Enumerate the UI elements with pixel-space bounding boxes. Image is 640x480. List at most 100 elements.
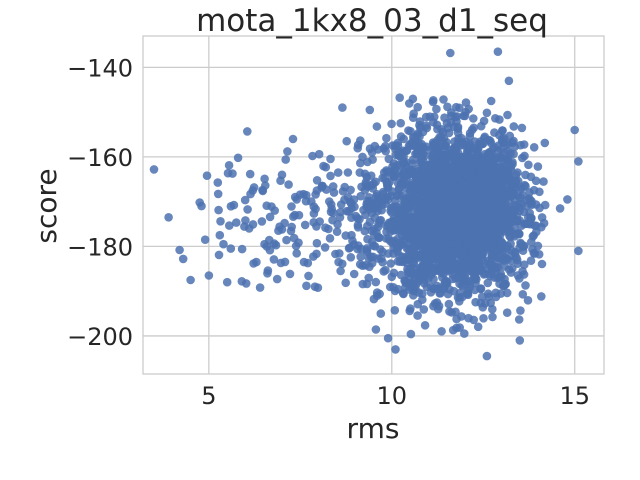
data-point [514, 315, 524, 324]
data-point [336, 200, 346, 209]
data-point [470, 285, 480, 295]
data-point [418, 289, 427, 299]
data-point [314, 149, 324, 159]
data-point [325, 197, 334, 206]
data-point [363, 234, 372, 244]
data-point [258, 185, 267, 195]
data-point [428, 267, 437, 277]
data-point [386, 224, 396, 233]
data-point [333, 168, 343, 177]
data-point [421, 188, 430, 197]
data-point [461, 265, 471, 275]
data-point [353, 140, 363, 150]
data-point [418, 164, 428, 173]
data-point [457, 205, 467, 214]
data-point [420, 321, 430, 330]
data-point [408, 94, 418, 104]
data-point [394, 150, 403, 159]
data-point [309, 218, 319, 227]
y-tick-label: −160 [67, 144, 133, 172]
data-point [237, 244, 247, 254]
data-point [503, 154, 513, 163]
data-point [381, 141, 390, 151]
data-point [404, 250, 414, 259]
data-point [245, 169, 255, 179]
data-point [406, 304, 415, 313]
data-point [229, 200, 239, 210]
data-point [326, 154, 335, 164]
data-point [382, 166, 391, 175]
data-point [426, 282, 436, 292]
data-point [465, 231, 475, 241]
data-point [486, 148, 496, 158]
data-point [367, 226, 377, 235]
data-point [439, 95, 448, 104]
data-point [437, 327, 446, 336]
data-point [233, 153, 243, 163]
data-point [370, 242, 380, 251]
data-point [434, 223, 443, 232]
data-point [381, 234, 391, 243]
data-point [349, 269, 359, 279]
y-tick-label: −200 [67, 323, 133, 351]
data-point [503, 224, 513, 233]
data-point [533, 241, 543, 251]
data-point [197, 201, 206, 211]
data-point [331, 249, 340, 259]
data-point [403, 264, 412, 274]
data-point [473, 206, 483, 216]
plot-frame [142, 35, 605, 375]
data-point [262, 201, 272, 210]
data-point [502, 288, 512, 298]
data-point [497, 152, 506, 162]
data-point [457, 280, 467, 290]
data-point [318, 181, 327, 191]
data-point [421, 112, 431, 122]
data-point [292, 195, 302, 204]
data-point [475, 174, 484, 184]
data-point [289, 212, 298, 221]
data-point [309, 209, 319, 218]
data-point [510, 247, 520, 257]
data-point [491, 172, 501, 182]
data-point [358, 152, 367, 162]
data-point [257, 217, 267, 226]
data-point [426, 173, 436, 183]
data-point [390, 306, 400, 315]
data-point [528, 232, 538, 241]
data-point [401, 282, 410, 292]
data-point [491, 288, 501, 298]
data-point [453, 238, 463, 248]
data-point [340, 182, 350, 192]
data-point [517, 221, 526, 230]
data-point [226, 244, 236, 253]
data-point [411, 284, 420, 293]
data-point [225, 221, 234, 230]
data-point [484, 186, 493, 196]
data-point [488, 304, 497, 314]
data-point [388, 238, 397, 248]
data-point [326, 171, 335, 181]
data-point [438, 137, 447, 146]
data-point [310, 282, 320, 292]
data-point [399, 289, 408, 299]
data-point [282, 235, 291, 245]
data-point [467, 162, 477, 172]
data-point [486, 96, 496, 106]
data-point [434, 301, 444, 311]
y-tick-labels: −140 −160 −180 −200 [67, 54, 133, 351]
data-point [423, 199, 432, 209]
data-point [367, 258, 377, 268]
data-point [476, 121, 486, 131]
chart-title: mota_1kx8_03_d1_seq [196, 3, 548, 39]
data-point [223, 168, 233, 178]
data-point [419, 305, 429, 314]
data-point [288, 134, 298, 144]
data-point [460, 329, 469, 338]
data-point [149, 165, 159, 174]
data-point [252, 257, 261, 267]
data-point [516, 193, 525, 202]
data-point [440, 198, 450, 208]
data-point [336, 266, 345, 276]
data-point [355, 215, 364, 224]
